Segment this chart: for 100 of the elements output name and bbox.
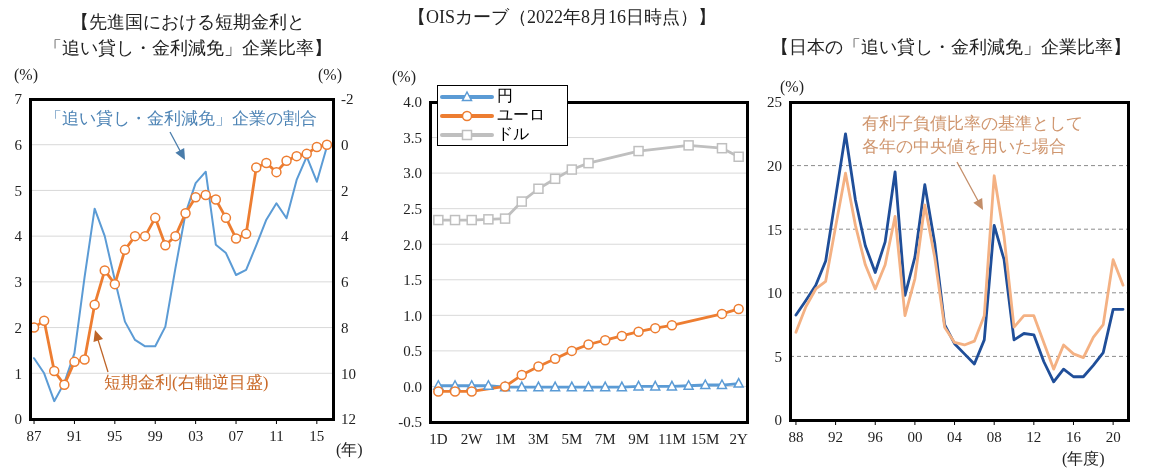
point xyxy=(716,379,728,390)
point xyxy=(109,278,121,290)
point xyxy=(616,330,628,342)
point xyxy=(281,155,292,166)
chart-title: 【OISカーブ（2022年8月16日時点）】 xyxy=(407,6,717,29)
point xyxy=(633,145,644,157)
x-tick-label: 1D xyxy=(429,430,448,447)
point xyxy=(220,212,232,224)
x-tick-label: 5M xyxy=(561,430,583,447)
x-tick-label: 20 xyxy=(1105,428,1121,445)
point xyxy=(271,166,282,178)
x-tick-label: 88 xyxy=(788,428,804,445)
point xyxy=(733,377,744,388)
point xyxy=(160,240,171,251)
point xyxy=(38,315,50,326)
x-axis-title: (年) xyxy=(336,440,363,459)
x-tick-label: 9M xyxy=(628,430,649,447)
point xyxy=(170,230,181,242)
chart-title: 【日本の「追い貸し・金利減免」企業比率】 xyxy=(769,36,1132,59)
y-tick-label: 1.5 xyxy=(403,272,422,289)
point xyxy=(250,162,262,173)
point xyxy=(700,379,711,390)
x-tick-label: 96 xyxy=(867,428,884,445)
y-tick-label: 0 xyxy=(774,412,782,429)
point xyxy=(79,354,90,365)
point xyxy=(59,379,70,390)
point xyxy=(566,164,578,175)
line-series xyxy=(794,171,1125,371)
x-tick-label: 7M xyxy=(594,430,616,447)
point xyxy=(311,141,323,153)
y-tick-label: 6 xyxy=(14,137,23,154)
point xyxy=(716,142,728,154)
y2-tick-label: -2 xyxy=(341,91,354,108)
point xyxy=(683,140,694,151)
series-label: 「追い貸し・金利減免」企業の割合 xyxy=(45,108,318,130)
point xyxy=(633,380,644,391)
point xyxy=(666,320,678,331)
y-axis-title: (%) xyxy=(780,77,804,97)
point xyxy=(583,157,594,169)
point xyxy=(516,381,528,392)
point xyxy=(599,381,611,392)
point xyxy=(516,196,528,207)
chart-subtitle: 「追い貸し・金利減免」企業比率】 xyxy=(42,37,333,60)
y2-tick-label: 12 xyxy=(341,411,356,428)
point xyxy=(119,244,131,256)
point xyxy=(633,326,644,337)
chart-title: 【先進国における短期金利と xyxy=(69,11,306,34)
y2-tick-label: 2 xyxy=(341,182,349,199)
y-tick-label: 0 xyxy=(14,411,22,428)
point xyxy=(321,139,333,150)
point xyxy=(566,381,578,392)
y-tick-label: 3 xyxy=(14,274,22,291)
y-tick-label: 3.0 xyxy=(403,165,422,182)
point xyxy=(449,386,461,397)
y-tick-label: 10 xyxy=(767,285,782,302)
point xyxy=(48,365,60,377)
point xyxy=(149,212,161,224)
x-tick-label: 1M xyxy=(494,430,516,447)
point xyxy=(466,214,477,226)
series-label: 有利子負債比率の基準として各年の中央値を用いた場合 xyxy=(862,113,1084,158)
x-tick-label: 92 xyxy=(828,428,844,445)
point xyxy=(549,381,561,392)
point xyxy=(533,361,544,372)
y-axis-title: (%) xyxy=(14,65,38,86)
y-tick-label: 4 xyxy=(14,228,23,245)
point xyxy=(433,386,444,397)
x-tick-label: 15M xyxy=(691,430,720,447)
legend-label: 円 xyxy=(497,86,513,106)
x-tick-label: 08 xyxy=(986,428,1002,445)
y-tick-label: 1.0 xyxy=(403,307,422,324)
y-tick-label: 2.0 xyxy=(403,236,422,253)
legend-label: ユーロ xyxy=(497,105,545,125)
point xyxy=(89,299,100,310)
point xyxy=(129,230,141,242)
x-tick-label: 03 xyxy=(188,427,204,444)
point xyxy=(69,356,80,368)
point xyxy=(666,380,678,391)
point xyxy=(433,214,444,226)
x-tick-label: 87 xyxy=(26,427,43,444)
point xyxy=(449,214,461,226)
y-tick-label: 5 xyxy=(774,348,782,365)
y-tick-label: 7 xyxy=(14,91,23,108)
point xyxy=(240,228,252,240)
y-tick-label: 1 xyxy=(14,365,22,382)
point xyxy=(190,192,201,203)
point xyxy=(291,150,302,162)
y-axis-title: (%) xyxy=(392,67,416,88)
y-tick-label: 5 xyxy=(14,182,22,199)
point xyxy=(583,381,594,392)
y-tick-label: 3.5 xyxy=(403,129,422,146)
x-tick-label: 2Y xyxy=(729,430,748,447)
point xyxy=(533,381,544,392)
point xyxy=(180,208,191,219)
y-tick-label: 2.5 xyxy=(403,200,422,217)
y-tick-label: 0.5 xyxy=(403,343,422,360)
point xyxy=(583,339,594,350)
point xyxy=(483,379,494,390)
x-tick-label: 95 xyxy=(107,427,123,444)
x-tick-label: 16 xyxy=(1065,428,1082,445)
y-tick-label: -0.5 xyxy=(398,414,422,431)
